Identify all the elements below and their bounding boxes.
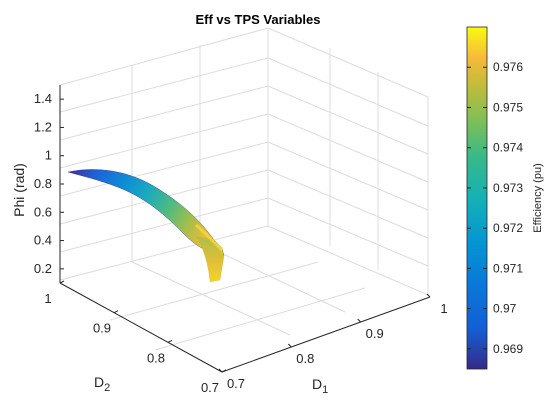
x-tick-mark xyxy=(357,318,362,323)
y-axis-label: D2 xyxy=(94,374,110,394)
x-tick-label: 1 xyxy=(440,301,447,316)
x-axis-label: D1 xyxy=(312,376,328,396)
z-tick-label: 1.2 xyxy=(34,119,52,134)
surface xyxy=(67,169,225,283)
colorbar-tick-label: 0.971 xyxy=(493,261,523,275)
y-tick-label: 1 xyxy=(44,291,51,306)
z-tick-label: 0.6 xyxy=(34,204,52,219)
z-tick-label: 0.4 xyxy=(34,233,52,248)
colorbar-gradient xyxy=(466,26,488,370)
colorbar-tick-label: 0.972 xyxy=(493,221,523,235)
z-tick-label: 0.8 xyxy=(34,176,52,191)
colorbar: 0.9690.970.9710.9720.9730.9740.9750.976 … xyxy=(466,26,544,370)
y-ticks: 0.7 0.8 0.9 1 xyxy=(44,280,227,395)
z-tick-label: 1.4 xyxy=(34,91,52,106)
y-tick-label: 0.7 xyxy=(201,380,219,395)
z-axis-label: Phi (rad) xyxy=(11,163,27,217)
x-tick-label: 0.7 xyxy=(227,376,245,391)
colorbar-label: Efficiency (pu) xyxy=(532,163,544,233)
colorbar-tick-label: 0.974 xyxy=(493,141,523,155)
surface-tail xyxy=(195,235,225,283)
surface-edge-highlight xyxy=(194,223,224,252)
x-tick-mark xyxy=(287,343,292,348)
colorbar-tick-label: 0.969 xyxy=(493,342,523,356)
colorbar-tick-label: 0.97 xyxy=(493,302,517,316)
x-tick-mark xyxy=(426,293,431,298)
x-tick-mark xyxy=(218,368,223,373)
y-tick-mark xyxy=(113,310,119,314)
colorbar-tick-label: 0.973 xyxy=(493,181,523,195)
colorbar-tick-label: 0.975 xyxy=(493,100,523,114)
z-tick-label: 1 xyxy=(45,148,52,163)
z-ticks: 0.2 0.4 0.6 0.8 1 1.2 1.4 xyxy=(34,91,64,276)
y-tick-mark xyxy=(59,280,65,284)
x-ticks: 0.7 0.8 0.9 1 xyxy=(218,293,448,391)
colorbar-ticks: 0.969 0.97 0.971 0.972 0.973 0.974 0.975 0.976 xyxy=(467,60,523,356)
y-tick-label: 0.8 xyxy=(147,350,165,365)
z-tick-label: 0.2 xyxy=(34,261,52,276)
x-tick-label: 0.9 xyxy=(366,326,384,341)
y-tick-mark xyxy=(221,369,227,373)
y-tick-mark xyxy=(167,339,173,343)
chart-title: Eff vs TPS Variables xyxy=(195,12,320,27)
x-tick-label: 0.8 xyxy=(296,351,314,366)
colorbar-tick-label: 0.976 xyxy=(493,60,523,74)
grid-lines xyxy=(59,27,429,351)
y-tick-label: 0.9 xyxy=(93,321,111,336)
